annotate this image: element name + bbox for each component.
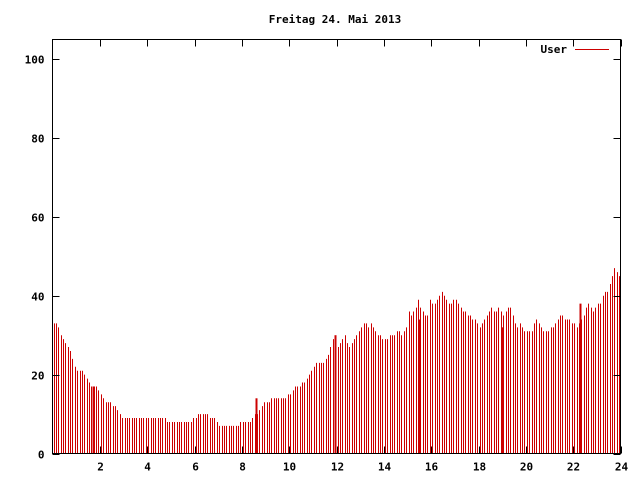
- x-tick-label: 8: [239, 461, 246, 474]
- x-tick-label: 2: [97, 461, 104, 474]
- plot-frame: [52, 39, 621, 454]
- legend-label-user: User: [541, 43, 568, 56]
- y-axis: 0 20 40 60 80 100: [25, 54, 621, 462]
- y-tick-label: 60: [31, 212, 44, 225]
- x-tick-label: 20: [520, 461, 533, 474]
- bar-series: [54, 268, 620, 454]
- x-tick-label: 14: [378, 461, 392, 474]
- y-tick-label: 0: [38, 449, 45, 462]
- x-tick-label: 6: [192, 461, 199, 474]
- y-tick-label: 40: [31, 291, 44, 304]
- x-axis: 2 4 6 8 10 12 14 16 18 20 22 24: [97, 39, 629, 474]
- chart-title: Freitag 24. Mai 2013: [269, 13, 401, 26]
- x-tick-label: 22: [567, 461, 580, 474]
- x-tick-label: 12: [331, 461, 344, 474]
- y-tick-label: 80: [31, 133, 44, 146]
- x-tick-label: 4: [144, 461, 151, 474]
- y-tick-label: 100: [25, 54, 45, 67]
- x-tick-label: 24: [615, 461, 629, 474]
- x-tick-label: 16: [425, 461, 439, 474]
- x-tick-label: 18: [473, 461, 486, 474]
- x-tick-label: 10: [283, 461, 296, 474]
- y-tick-label: 20: [31, 370, 44, 383]
- legend: User: [541, 43, 609, 56]
